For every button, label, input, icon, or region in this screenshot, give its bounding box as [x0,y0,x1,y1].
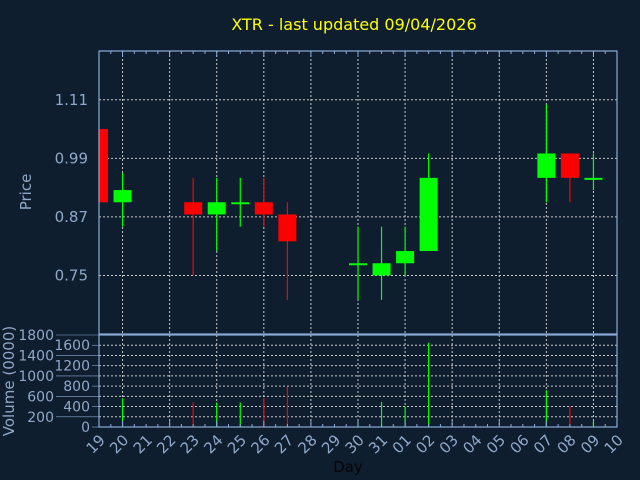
x-tick-label: 01 [389,431,415,457]
x-tick-label: 07 [530,431,556,457]
candle-body [419,177,438,252]
volume-tick-label: 1400 [18,348,54,364]
x-tick-label: 10 [601,431,627,457]
chart-title: XTR - last updated 09/04/2026 [231,15,476,34]
candle-body [184,202,203,215]
marks-layer [98,104,603,427]
candle-body [396,251,415,264]
candle-body [99,129,108,203]
candle-body [560,153,579,178]
candle-body [231,202,250,205]
price-tick-label: 1.11 [55,91,88,109]
x-tick-label: 30 [342,431,368,457]
x-tick-label: 24 [200,431,226,457]
candle-body [372,263,391,276]
x-tick-label: 22 [153,431,179,457]
x-tick-label: 06 [506,431,532,457]
volume-tick-label: 1800 [18,328,54,344]
candle-body [207,202,226,215]
candle-body [537,153,556,178]
x-tick-label: 29 [318,431,344,457]
x-tick-label: 05 [483,431,509,457]
candle-body [113,190,132,203]
volume-tick-label: 800 [63,379,90,395]
price-axis-label: Price [17,174,35,211]
volume-tick-label: 600 [27,389,54,405]
candle-body [349,263,367,266]
x-tick-label: 20 [106,431,132,457]
volume-tick-label: 0 [81,420,90,436]
x-tick-label: 26 [247,431,273,457]
volume-axis-label: Volume (0000) [0,326,18,436]
x-tick-label: 08 [554,431,580,457]
volume-tick-label: 1000 [18,369,54,385]
volume-tick-label: 1200 [54,359,90,375]
price-tick-label: 0.99 [55,149,88,167]
x-tick-label: 31 [365,431,391,457]
x-tick-label: 03 [436,431,462,457]
x-tick-label: 09 [577,431,603,457]
x-tick-label: 27 [271,431,297,457]
volume-tick-label: 1600 [54,338,90,354]
candle-body [254,202,273,215]
candle-body [584,177,603,180]
price-tick-label: 0.75 [55,266,88,284]
x-tick-label: 21 [130,431,156,457]
volume-tick-label: 400 [63,400,90,416]
x-tick-label: 28 [295,431,321,457]
price-tick-label: 0.87 [55,208,88,226]
candle-body [278,214,297,242]
x-tick-label: 25 [224,431,250,457]
x-tick-label: 23 [177,431,203,457]
x-axis-label: Day [333,458,363,476]
volume-tick-label: 200 [27,410,54,426]
x-tick-label: 02 [412,431,438,457]
x-tick-label: 04 [459,431,485,457]
